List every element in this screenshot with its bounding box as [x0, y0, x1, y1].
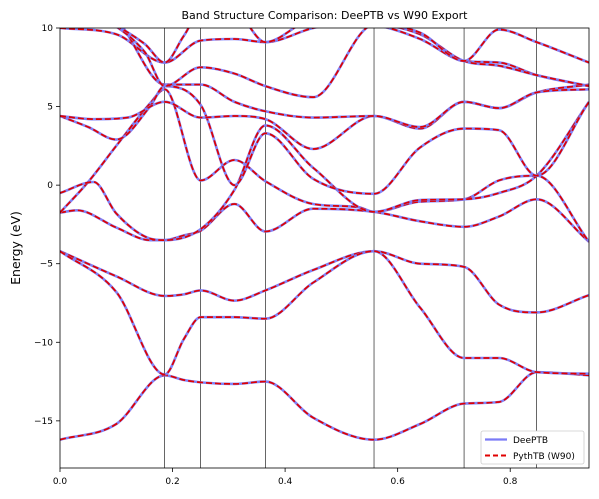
y-tick-label: 10: [42, 24, 54, 34]
deeptb-band-5: [60, 101, 589, 242]
y-tick-label: 0: [47, 181, 53, 191]
chart-title: Band Structure Comparison: DeePTB vs W90…: [182, 9, 469, 22]
x-tick-label: 0.2: [165, 477, 179, 487]
x-tick-label: 0.8: [503, 477, 518, 487]
pythtb-band-11: [118, 28, 589, 64]
y-tick-label: −15: [34, 417, 53, 427]
deeptb-band-0: [60, 370, 589, 442]
pythtb-band-3: [60, 198, 589, 243]
pythtb-band-6: [60, 85, 589, 195]
x-tick-label: 0.6: [390, 477, 405, 487]
y-axis-label: Energy (eV): [8, 211, 23, 285]
legend-label-pythtb: PythTB (W90): [513, 452, 575, 462]
x-tick-label: 0.4: [278, 477, 293, 487]
x-axis-ticks: 0.0 0.2 0.4 0.6 0.8: [53, 468, 518, 487]
pythtb-band-2: [60, 250, 589, 376]
legend-label-deeptb: DeePTB: [513, 436, 548, 446]
y-tick-label: −5: [40, 260, 53, 270]
y-axis-ticks: −15 −10 −5 0 5 10: [34, 24, 60, 427]
pythtb-band-5: [60, 101, 589, 241]
deeptb-band-2: [60, 249, 589, 376]
band-lines: [60, 28, 589, 442]
pythtb-band-0: [60, 371, 589, 441]
y-tick-label: 5: [47, 103, 53, 113]
pythtb-band-10: [116, 28, 589, 98]
pythtb-band-4: [60, 88, 589, 243]
pythtb-band-8: [60, 28, 589, 87]
x-tick-label: 0.0: [53, 477, 68, 487]
plot-frame: [59, 27, 590, 469]
y-tick-label: −10: [34, 338, 53, 348]
deeptb-band-1: [60, 249, 589, 314]
legend: DeePTB PythTB (W90): [480, 430, 585, 465]
pythtb-band-1: [60, 250, 589, 314]
